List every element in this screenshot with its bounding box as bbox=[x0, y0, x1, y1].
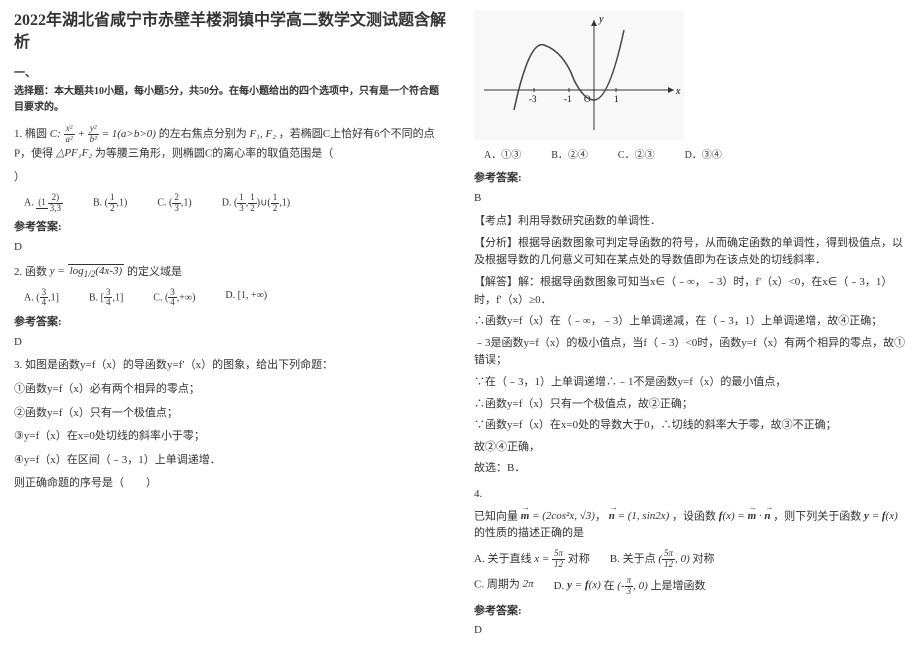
svg-text:-3: -3 bbox=[529, 94, 537, 104]
svg-text:-1: -1 bbox=[564, 94, 572, 104]
instruction: 选择题：本大题共10小题，每小题5分，共50分。在每小题给出的四个选项中，只有是… bbox=[14, 84, 446, 116]
q3-answer: B bbox=[474, 190, 906, 208]
q3-text: 3. 如图是函数y=f（x）的导函数y=f′（x）的图象，给出下列命题： bbox=[14, 357, 446, 375]
q3-jieda2: ∴函数y=f（x）在（﹣∞，﹣3）上单调递减，在（﹣3，1）上单调递增，故④正确… bbox=[474, 313, 906, 331]
q4-text3: ，则下列关于函数 bbox=[773, 510, 861, 522]
q4-text2: ，设函数 bbox=[672, 510, 716, 522]
q4-opt-d: D. y = f(x) 在 (-π3, 0) 上是增函数 bbox=[554, 576, 706, 597]
q4-n-vec: n = (1, sin2x) bbox=[609, 508, 670, 526]
q1-opt-b: B. (12,1) bbox=[93, 193, 127, 214]
q3-stmt4: ④y=f（x）在区间（﹣3，1）上单调递增． bbox=[14, 452, 446, 470]
section-label: 一、 bbox=[14, 65, 446, 83]
q4-answer: D bbox=[474, 622, 906, 640]
q2-text-end: 的定义域是 bbox=[127, 266, 182, 278]
q3-opt-c: C．②③ bbox=[618, 148, 655, 164]
q1-opt-c: C. (23,1) bbox=[157, 193, 191, 214]
q2-answer: D bbox=[14, 334, 446, 352]
q3-kaodian: 【考点】利用导数研究函数的单调性． bbox=[474, 213, 906, 231]
q2-text: 2. 函数 bbox=[14, 266, 47, 278]
q2-answer-label: 参考答案: bbox=[14, 314, 446, 332]
q3-fenxi: 【分析】根据导函数图象可判定导函数的符号，从而确定函数的单调性，得到极值点，以及… bbox=[474, 235, 906, 270]
q2-opt-a: A. (34,1] bbox=[24, 288, 59, 309]
q4-text4: 的性质的描述正确的是 bbox=[474, 527, 584, 539]
q3-answer-label: 参考答案: bbox=[474, 170, 906, 188]
q4-options-row1: A. 关于直线 x = 5π12 对称 B. 关于点 (5π12, 0) 对称 bbox=[474, 549, 906, 570]
q3-stmt1: ①函数y=f（x）必有两个相异的零点； bbox=[14, 381, 446, 399]
q1-closing: ） bbox=[14, 169, 446, 187]
q4-opt-a: A. 关于直线 x = 5π12 对称 bbox=[474, 549, 590, 570]
question-3: 3. 如图是函数y=f（x）的导函数y=f′（x）的图象，给出下列命题： ①函数… bbox=[14, 357, 446, 493]
q4-yeq: y = f(x) bbox=[864, 508, 898, 526]
q2-formula: y = log1/2(4x-3) bbox=[50, 263, 124, 282]
q1-triangle: △PF₁F₂ bbox=[56, 145, 92, 163]
svg-text:y: y bbox=[598, 14, 604, 25]
q1-ellipse-formula: C: x²a² + y²b² = 1(a>b>0) bbox=[50, 124, 156, 145]
q1-text-mid: 的左右焦点分别为 bbox=[159, 128, 247, 140]
question-4: 4. 已知向量 m = (2cos²x, √3)， n = (1, sin2x)… bbox=[474, 486, 906, 543]
q3-jieda5: ∴函数y=f（x）只有一个极值点，故②正确； bbox=[474, 396, 906, 414]
q3-jieda7: 故②④正确， bbox=[474, 439, 906, 457]
q4-fx: f(x) = m · n bbox=[719, 508, 771, 526]
q1-opt-a: A. (12)3,3 bbox=[24, 193, 63, 214]
question-1: 1. 椭圆 C: x²a² + y²b² = 1(a>b>0) 的左右焦点分别为… bbox=[14, 124, 446, 163]
q3-options: A．①③ B．②④ C．②③ D．③④ bbox=[484, 148, 906, 164]
q3-jieda: 【解答】解：根据导函数图象可知当x∈（﹣∞，﹣3）时，f'（x）<0，在x∈（﹣… bbox=[474, 274, 906, 309]
svg-text:1: 1 bbox=[614, 94, 619, 104]
q3-jieda3: ﹣3是函数y=f（x）的极小值点，当f（﹣3）<0时，函数y=f（x）有两个相异… bbox=[474, 335, 906, 370]
q3-opt-b: B．②④ bbox=[551, 148, 588, 164]
q1-answer: D bbox=[14, 239, 446, 257]
q3-opt-d: D．③④ bbox=[685, 148, 722, 164]
q4-opt-c: C. 周期为 2π bbox=[474, 576, 534, 597]
page-title: 2022年湖北省咸宁市赤壁羊楼洞镇中学高二数学文测试题含解析 bbox=[14, 10, 446, 55]
q1-opt-d: D. (13,12)∪(12,1) bbox=[222, 193, 290, 214]
derivative-graph: x y -3 -1 O 1 bbox=[474, 10, 684, 140]
q3-jieda6: ∵函数y=f（x）在x=0处的导数大于0，∴切线的斜率大于零，故③不正确； bbox=[474, 417, 906, 435]
q1-text-end: 为等腰三角形，则椭圆C的离心率的取值范围是（ bbox=[95, 147, 333, 159]
q1-answer-label: 参考答案: bbox=[14, 219, 446, 237]
q3-text-end: 则正确命题的序号是（ ） bbox=[14, 475, 446, 493]
q3-opt-a: A．①③ bbox=[484, 148, 521, 164]
q4-m-vec: m = (2cos²x, √3) bbox=[521, 508, 595, 526]
q4-num: 4. bbox=[474, 486, 906, 504]
q2-options: A. (34,1] B. [34,1] C. (34,+∞) D. [1, +∞… bbox=[24, 288, 446, 309]
q2-opt-b: B. [34,1] bbox=[89, 288, 123, 309]
q3-stmt2: ②函数y=f（x）只有一个极值点； bbox=[14, 405, 446, 423]
q1-foci: F₁, F₂ bbox=[249, 126, 276, 144]
q3-jieda8: 故选：B． bbox=[474, 460, 906, 478]
q2-opt-c: C. (34,+∞) bbox=[153, 288, 195, 309]
q4-answer-label: 参考答案: bbox=[474, 603, 906, 621]
q1-options: A. (12)3,3 B. (12,1) C. (23,1) D. (13,12… bbox=[24, 193, 446, 214]
q1-text-pre: 1. 椭圆 bbox=[14, 128, 47, 140]
q4-text: 已知向量 bbox=[474, 510, 518, 522]
question-2: 2. 函数 y = log1/2(4x-3) 的定义域是 bbox=[14, 263, 446, 282]
q4-options-row2: C. 周期为 2π D. y = f(x) 在 (-π3, 0) 上是增函数 bbox=[474, 576, 906, 597]
q3-stmt3: ③y=f（x）在x=0处切线的斜率小于零； bbox=[14, 428, 446, 446]
svg-text:x: x bbox=[675, 86, 681, 97]
left-column: 2022年湖北省咸宁市赤壁羊楼洞镇中学高二数学文测试题含解析 一、 选择题：本大… bbox=[0, 0, 460, 651]
q3-jieda4: ∵在（﹣3，1）上单调递增∴﹣1不是函数y=f（x）的最小值点， bbox=[474, 374, 906, 392]
q4-opt-b: B. 关于点 (5π12, 0) 对称 bbox=[610, 549, 715, 570]
q2-opt-d: D. [1, +∞) bbox=[225, 288, 267, 309]
right-column: x y -3 -1 O 1 A．①③ B．②④ C．②③ D．③④ 参考答案: … bbox=[460, 0, 920, 651]
